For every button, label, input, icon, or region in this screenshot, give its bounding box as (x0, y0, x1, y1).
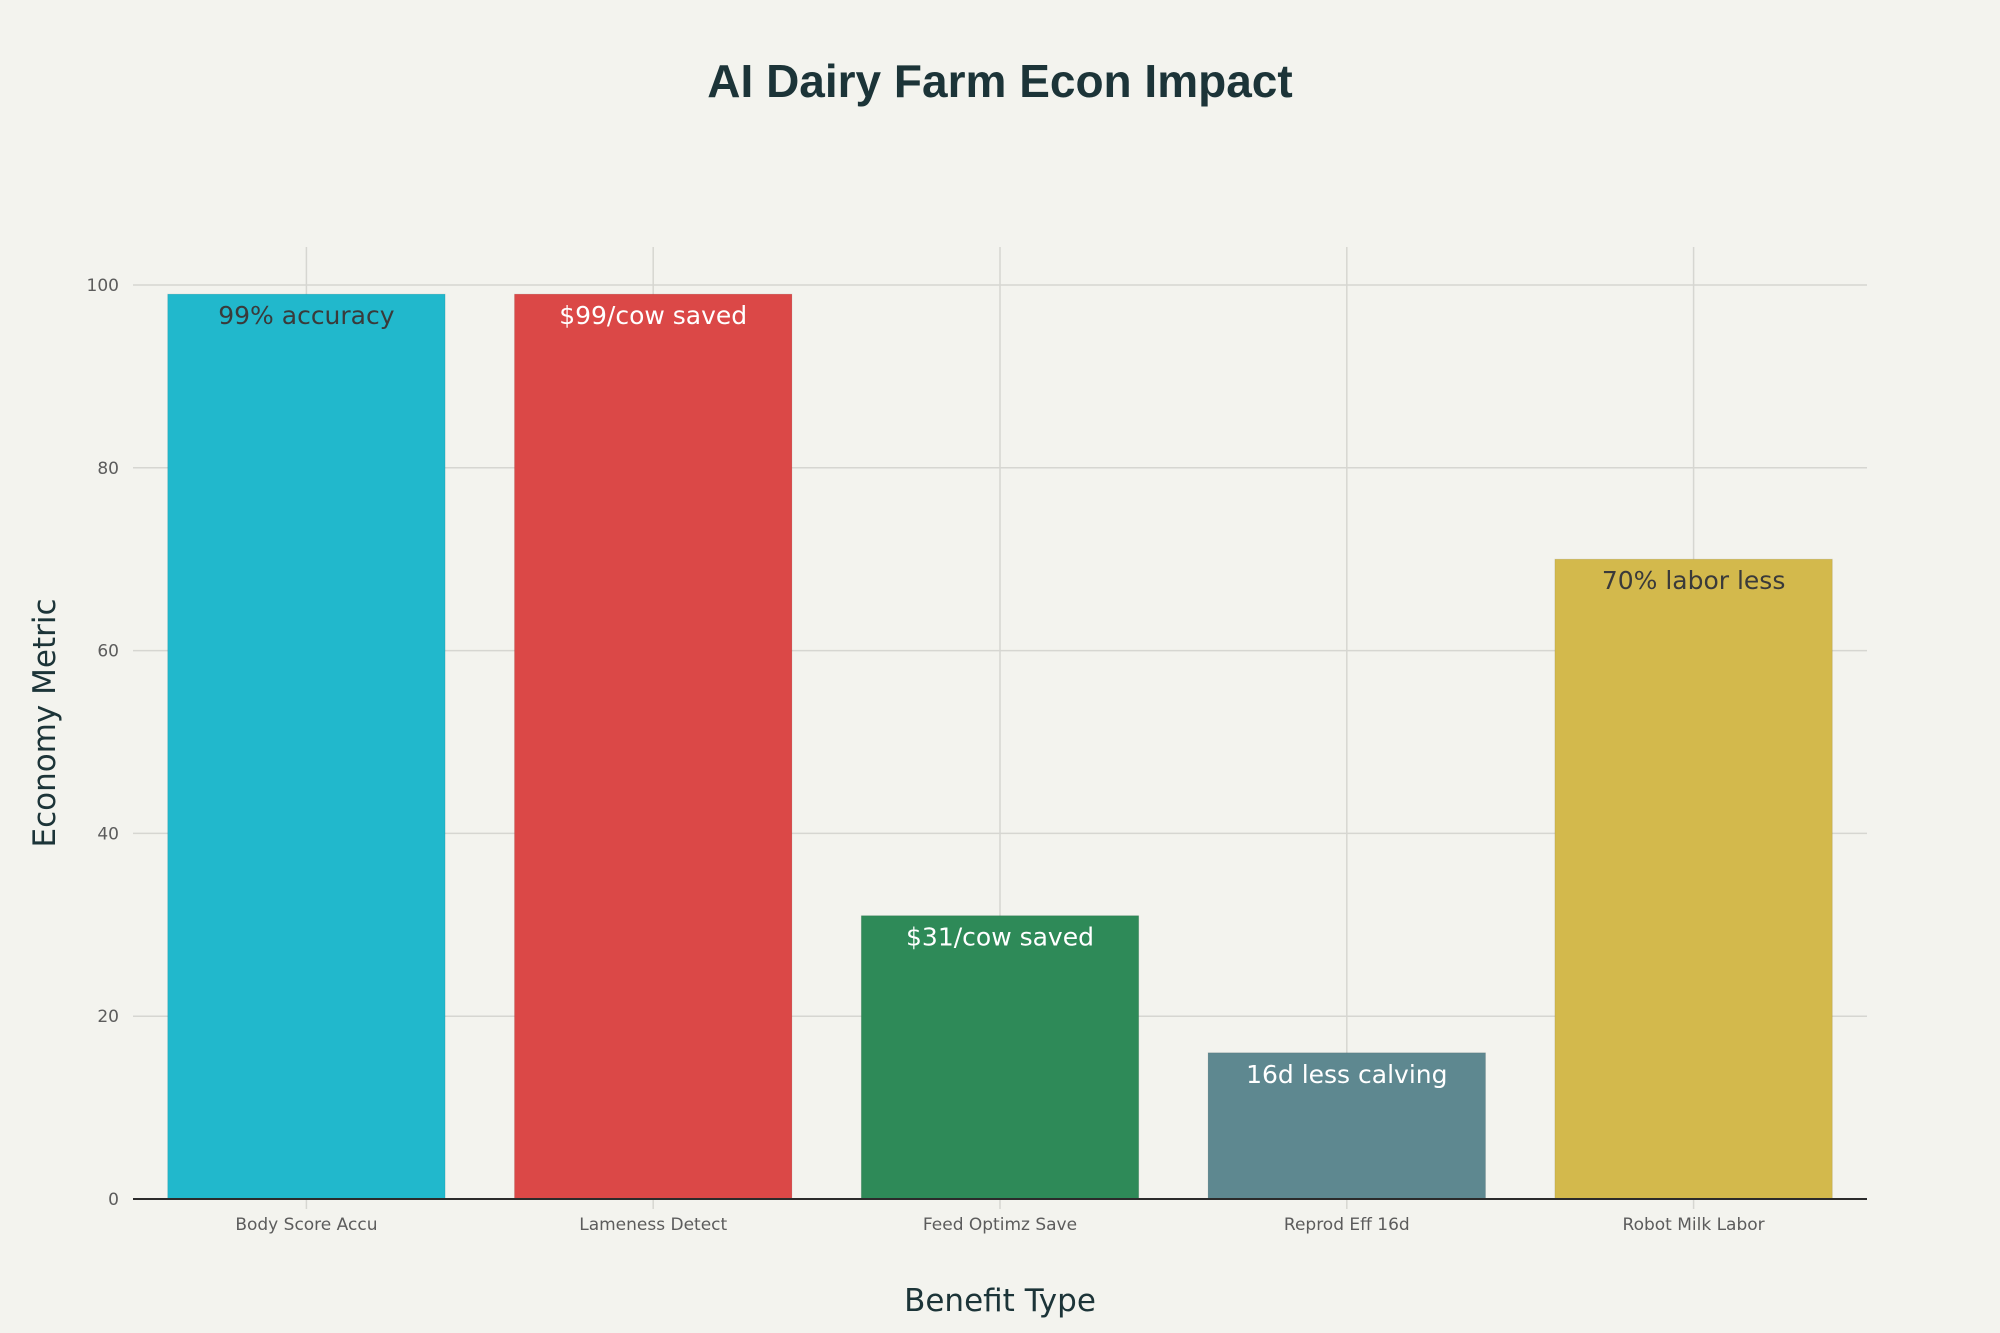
x-tick-label: Reprod Eff 16d (1284, 1215, 1410, 1235)
y-tick-label: 40 (97, 824, 119, 844)
x-tick-label: Feed Optimz Save (923, 1215, 1077, 1235)
x-axis-title: Benefit Type (904, 1283, 1096, 1319)
y-tick-labels: 0 20 40 60 80 100 (87, 276, 119, 1210)
x-tick-label: Lameness Detect (579, 1215, 727, 1235)
y-tick-label: 0 (108, 1190, 119, 1210)
bar (1554, 558, 1833, 1200)
chart-title: AI Dairy Farm Econ Impact (707, 55, 1292, 107)
y-axis-title: Economy Metric (27, 599, 63, 848)
bar-data-label: 99% accuracy (218, 301, 395, 330)
bars-layer: 99% accuracy $99/cow saved $31/cow saved 16… (167, 293, 1833, 1200)
bar (1207, 1052, 1487, 1200)
bar-data-label: $99/cow saved (559, 301, 747, 330)
y-tick-label: 100 (87, 276, 119, 296)
y-tick-label: 20 (97, 1007, 119, 1027)
bar-data-label: $31/cow saved (906, 923, 1094, 952)
y-tick-label: 60 (97, 642, 119, 662)
bar-data-label: 16d less calving (1246, 1060, 1447, 1089)
y-tick-label: 80 (97, 459, 119, 479)
bar (860, 915, 1140, 1200)
x-tick-label: Robot Milk Labor (1623, 1215, 1765, 1235)
bar (167, 293, 446, 1200)
x-tick-label: Body Score Accu (235, 1215, 377, 1235)
bar-data-label: 70% labor less (1602, 566, 1786, 595)
x-tick-labels: Body Score Accu Lameness Detect Feed Optim… (235, 1215, 1764, 1235)
bar (513, 293, 793, 1200)
